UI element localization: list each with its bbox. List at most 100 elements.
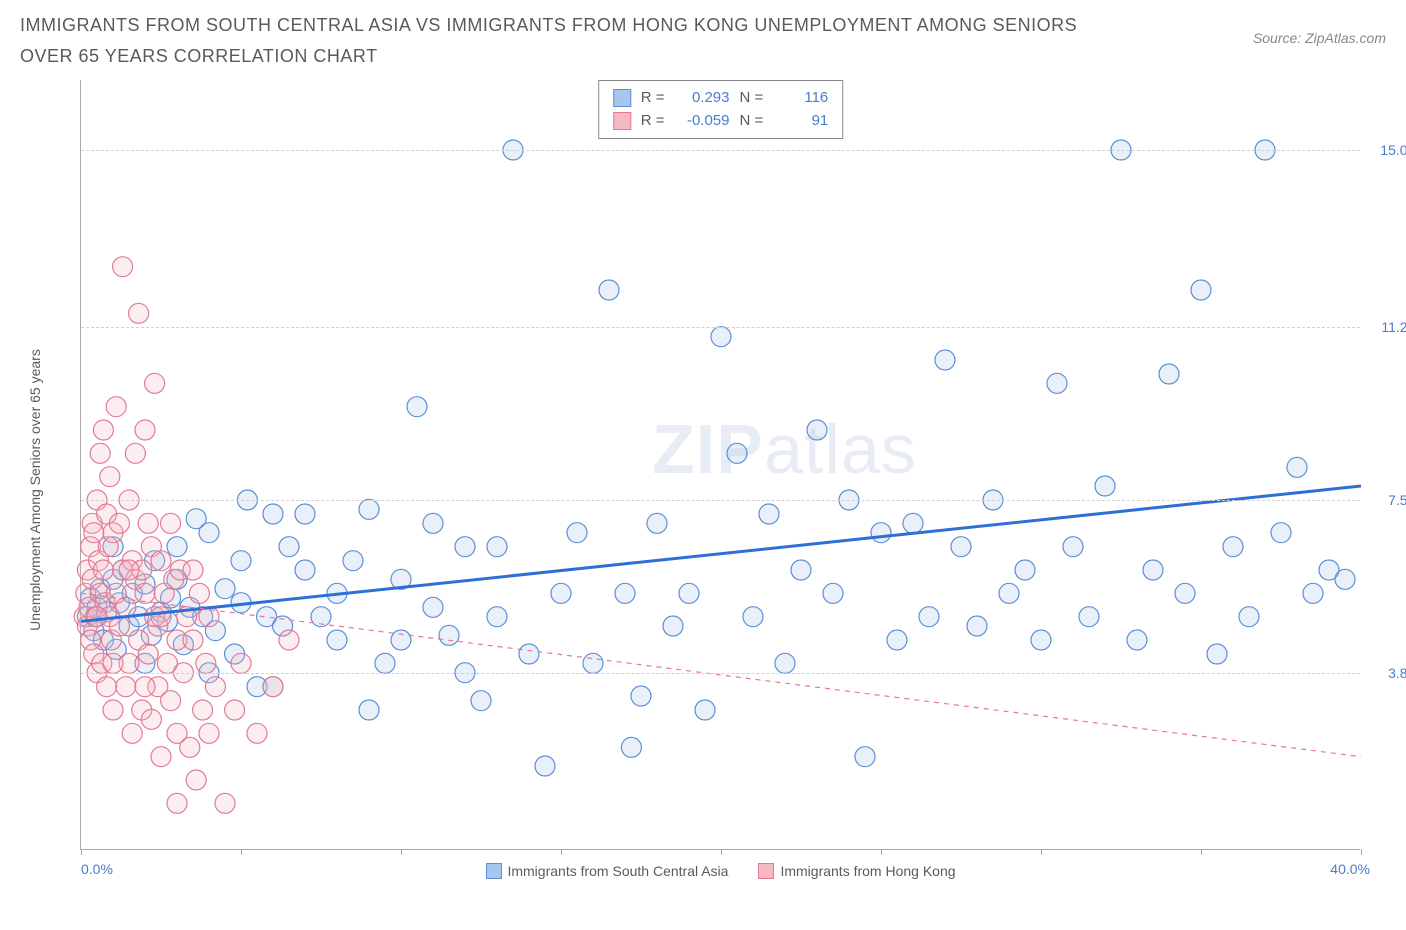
scatter-point-sca <box>487 537 507 557</box>
x-tick <box>1201 849 1202 855</box>
scatter-point-sca <box>621 737 641 757</box>
x-axis-max-label: 40.0% <box>1330 861 1370 877</box>
scatter-point-hk <box>247 723 267 743</box>
scatter-point-hk <box>151 747 171 767</box>
stats-row-hk: R =-0.059N =91 <box>613 110 829 133</box>
scatter-point-hk <box>167 793 187 813</box>
scatter-point-sca <box>1047 373 1067 393</box>
scatter-point-sca <box>599 280 619 300</box>
stats-n-label: N = <box>740 87 764 110</box>
scatter-point-hk <box>109 513 129 533</box>
scatter-point-hk <box>141 709 161 729</box>
scatter-point-sca <box>1303 583 1323 603</box>
scatter-point-sca <box>919 607 939 627</box>
legend-swatch-icon <box>758 863 774 879</box>
scatter-point-sca <box>391 630 411 650</box>
scatter-point-hk <box>205 677 225 697</box>
scatter-point-sca <box>1191 280 1211 300</box>
scatter-point-hk <box>215 793 235 813</box>
y-tick-label: 3.8% <box>1388 665 1406 681</box>
scatter-point-hk <box>263 677 283 697</box>
scatter-point-sca <box>631 686 651 706</box>
scatter-point-sca <box>167 537 187 557</box>
scatter-point-sca <box>1335 569 1355 589</box>
scatter-point-hk <box>106 397 126 417</box>
scatter-point-sca <box>887 630 907 650</box>
gridline <box>81 500 1360 501</box>
stats-n-value: 116 <box>773 87 828 110</box>
scatter-point-sca <box>455 537 475 557</box>
scatter-point-sca <box>999 583 1019 603</box>
scatter-point-sca <box>727 443 747 463</box>
scatter-point-hk <box>180 737 200 757</box>
scatter-point-hk <box>138 644 158 664</box>
scatter-point-hk <box>122 723 142 743</box>
scatter-point-sca <box>1175 583 1195 603</box>
scatter-point-hk <box>100 467 120 487</box>
scatter-point-hk <box>196 653 216 673</box>
scatter-point-sca <box>1095 476 1115 496</box>
scatter-point-sca <box>1143 560 1163 580</box>
stats-r-value: 0.293 <box>675 87 730 110</box>
scatter-point-sca <box>407 397 427 417</box>
scatter-point-sca <box>551 583 571 603</box>
scatter-point-sca <box>775 653 795 673</box>
scatter-point-sca <box>967 616 987 636</box>
scatter-point-sca <box>1159 364 1179 384</box>
scatter-point-sca <box>359 700 379 720</box>
scatter-point-sca <box>615 583 635 603</box>
scatter-point-sca <box>471 691 491 711</box>
scatter-point-sca <box>1287 457 1307 477</box>
scatter-point-sca <box>487 607 507 627</box>
scatter-point-hk <box>103 700 123 720</box>
legend-swatch-icon <box>485 863 501 879</box>
scatter-point-sca <box>295 504 315 524</box>
scatter-point-sca <box>679 583 699 603</box>
scatter-point-sca <box>791 560 811 580</box>
bottom-legend: Immigrants from South Central AsiaImmigr… <box>485 863 955 879</box>
stats-row-sca: R =0.293N =116 <box>613 87 829 110</box>
stats-swatch-icon <box>613 112 631 130</box>
scatter-point-sca <box>231 551 251 571</box>
scatter-point-sca <box>199 523 219 543</box>
scatter-point-sca <box>263 504 283 524</box>
x-tick <box>561 849 562 855</box>
scatter-point-hk <box>119 560 139 580</box>
scatter-point-hk <box>161 691 181 711</box>
scatter-point-sca <box>823 583 843 603</box>
source-attribution: Source: ZipAtlas.com <box>1253 30 1386 46</box>
x-tick <box>1041 849 1042 855</box>
scatter-point-hk <box>183 630 203 650</box>
x-tick <box>241 849 242 855</box>
scatter-svg <box>81 80 1360 849</box>
scatter-point-sca <box>695 700 715 720</box>
scatter-point-sca <box>951 537 971 557</box>
scatter-point-hk <box>129 303 149 323</box>
scatter-point-hk <box>116 677 136 697</box>
scatter-point-hk <box>183 560 203 580</box>
scatter-point-sca <box>359 499 379 519</box>
scatter-point-hk <box>93 560 113 580</box>
scatter-point-sca <box>1127 630 1147 650</box>
scatter-point-sca <box>903 513 923 533</box>
x-tick <box>81 849 82 855</box>
stats-r-value: -0.059 <box>675 110 730 133</box>
scatter-point-sca <box>1031 630 1051 650</box>
scatter-point-hk <box>199 723 219 743</box>
gridline <box>81 673 1360 674</box>
y-tick-label: 7.5% <box>1388 492 1406 508</box>
scatter-point-hk <box>138 513 158 533</box>
scatter-point-sca <box>743 607 763 627</box>
chart-container: Unemployment Among Seniors over 65 years… <box>50 80 1386 900</box>
y-tick-label: 15.0% <box>1380 142 1406 158</box>
scatter-point-hk <box>135 583 155 603</box>
scatter-point-sca <box>663 616 683 636</box>
scatter-point-sca <box>1271 523 1291 543</box>
legend-label: Immigrants from South Central Asia <box>507 863 728 879</box>
scatter-point-hk <box>103 653 123 673</box>
scatter-point-sca <box>343 551 363 571</box>
scatter-point-hk <box>151 607 171 627</box>
scatter-point-hk <box>87 607 107 627</box>
scatter-point-sca <box>423 597 443 617</box>
scatter-point-sca <box>327 630 347 650</box>
